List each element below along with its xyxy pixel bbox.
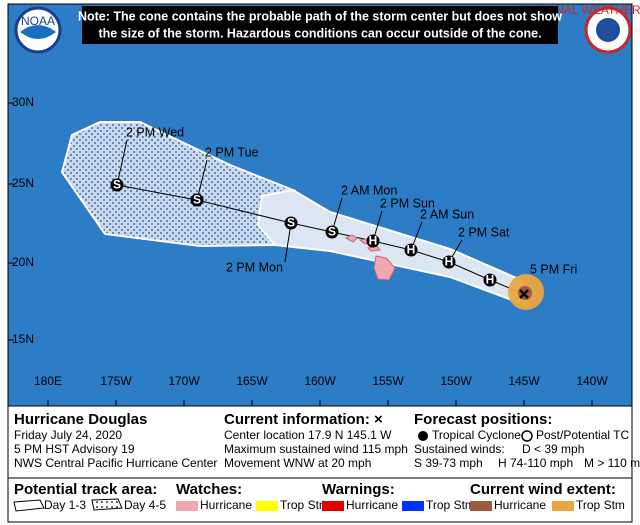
note-text: Note: The cone contains the probable pat…	[78, 9, 562, 23]
lon-label: 145W	[508, 374, 540, 388]
post-symbol	[521, 430, 533, 442]
warn-hur-swatch	[322, 501, 344, 511]
forecast-symbol: H	[407, 243, 416, 257]
watch-hur-swatch	[176, 501, 198, 511]
forecast-symbol: S	[287, 216, 295, 230]
storm-date: Friday July 24, 2020	[14, 428, 122, 442]
lon-label: 170W	[168, 374, 200, 388]
forecast-legend: Tropical Cyclone	[432, 428, 521, 442]
winds-d: D < 39 mph	[522, 442, 584, 456]
forecast-marker	[110, 178, 124, 192]
day45-label: Day 4-5	[124, 498, 166, 512]
wind-title: Current wind extent:	[470, 481, 616, 498]
wind-hur-swatch	[470, 501, 492, 511]
forecast-points: 5 PM Fri H H 2 PM Sat H 2 AM Sun H 2 PM Sun S 2 A…	[110, 125, 577, 299]
forecast-symbol: S	[193, 193, 201, 207]
forecast-marker	[190, 193, 204, 207]
winds-title: Sustained winds:	[414, 442, 505, 456]
forecast-symbol: S	[113, 178, 121, 192]
current-info-line: Center location 17.9 N 145.1 W	[224, 428, 392, 442]
watch-label: Trop Stm	[280, 498, 329, 512]
tropical-symbol	[418, 431, 428, 441]
warn-label: Trop Stm	[426, 498, 475, 512]
warn-label: Hurricane	[346, 498, 398, 512]
forecast-title: Forecast positions:	[414, 411, 552, 428]
watch-ts-swatch	[256, 501, 278, 511]
noaa-logo-text: NOAA	[21, 14, 55, 28]
forecast-label: 2 AM Mon	[341, 183, 397, 197]
lon-label: 160W	[304, 374, 336, 388]
lon-label: 150W	[440, 374, 472, 388]
forecast-symbol: H	[486, 273, 495, 287]
forecast-marker	[284, 216, 298, 230]
noaa-logo-wave	[20, 25, 56, 39]
axes: 30N 25N 20N 15N 180E 175W 170W 165W 160W 155W 150W…	[8, 95, 608, 406]
lat-label: 25N	[12, 176, 34, 190]
wind-label: Trop Stm	[576, 498, 625, 512]
day13-label: Day 1-3	[44, 498, 86, 512]
nws-logo-inner	[596, 18, 620, 42]
warn-ts-swatch	[402, 501, 424, 511]
island	[373, 255, 396, 281]
forecast-label: 2 PM Sat	[458, 225, 510, 239]
winds-m: M > 110 mph	[584, 456, 640, 470]
leader-line	[196, 159, 208, 201]
lat-label: 20N	[12, 255, 34, 269]
cone-day1-3	[256, 188, 530, 308]
forecast-marker	[325, 225, 339, 239]
day13-swatch	[13, 499, 45, 512]
forecast-legend: Post/Potential TC	[536, 428, 629, 442]
forecast-label: 2 PM Sun	[380, 196, 435, 210]
storm-name: Hurricane Douglas	[14, 411, 147, 428]
current-info-line: Movement WNW at 20 mph	[224, 456, 371, 470]
lon-label: 165W	[236, 374, 268, 388]
hawaii-islands	[344, 234, 396, 281]
forecast-marker	[442, 255, 456, 269]
forecast-label: 2 PM Mon	[226, 260, 283, 274]
storm-center: NWS Central Pacific Hurricane Center	[14, 456, 217, 470]
forecast-label: 2 PM Wed	[126, 125, 184, 139]
forecast-marker	[366, 234, 380, 248]
note-banner	[82, 6, 558, 44]
lon-label: 155W	[372, 374, 404, 388]
track-title: Potential track area:	[14, 481, 157, 498]
wind-ts-swatch	[552, 501, 574, 511]
forecast-symbol: H	[445, 255, 454, 269]
current-position	[519, 289, 529, 299]
forecast-marker	[483, 273, 497, 287]
watches-title: Watches:	[176, 481, 242, 498]
watch-label: Hurricane	[200, 498, 252, 512]
forecast-label: 5 PM Fri	[530, 262, 577, 276]
winds-h: H 74-110 mph	[498, 456, 573, 470]
storm-advisory: 5 PM HST Advisory 19	[14, 442, 135, 456]
leader-line	[284, 222, 292, 263]
lon-label: 175W	[100, 374, 132, 388]
leader-line	[116, 139, 128, 186]
wind-label: Hurricane	[494, 498, 546, 512]
forecast-label: 2 PM Tue	[205, 145, 259, 159]
lat-label: 15N	[12, 332, 34, 346]
warnings-title: Warnings:	[322, 481, 395, 498]
island	[344, 234, 358, 243]
forecast-symbol: S	[328, 225, 336, 239]
lon-label: 180E	[34, 374, 62, 388]
winds-s: S 39-73 mph	[414, 456, 483, 470]
forecast-label: 2 AM Sun	[420, 207, 474, 221]
current-info-title: Current information: ×	[224, 411, 383, 428]
forecast-symbol: H	[369, 234, 378, 248]
current-info-line: Maximum sustained wind 115 mph	[224, 442, 408, 456]
lon-label: 140W	[576, 374, 608, 388]
note-text: the size of the storm. Hazardous conditi…	[98, 26, 541, 40]
day45-swatch	[91, 498, 123, 511]
forecast-marker	[404, 243, 418, 257]
lat-label: 30N	[12, 95, 34, 109]
